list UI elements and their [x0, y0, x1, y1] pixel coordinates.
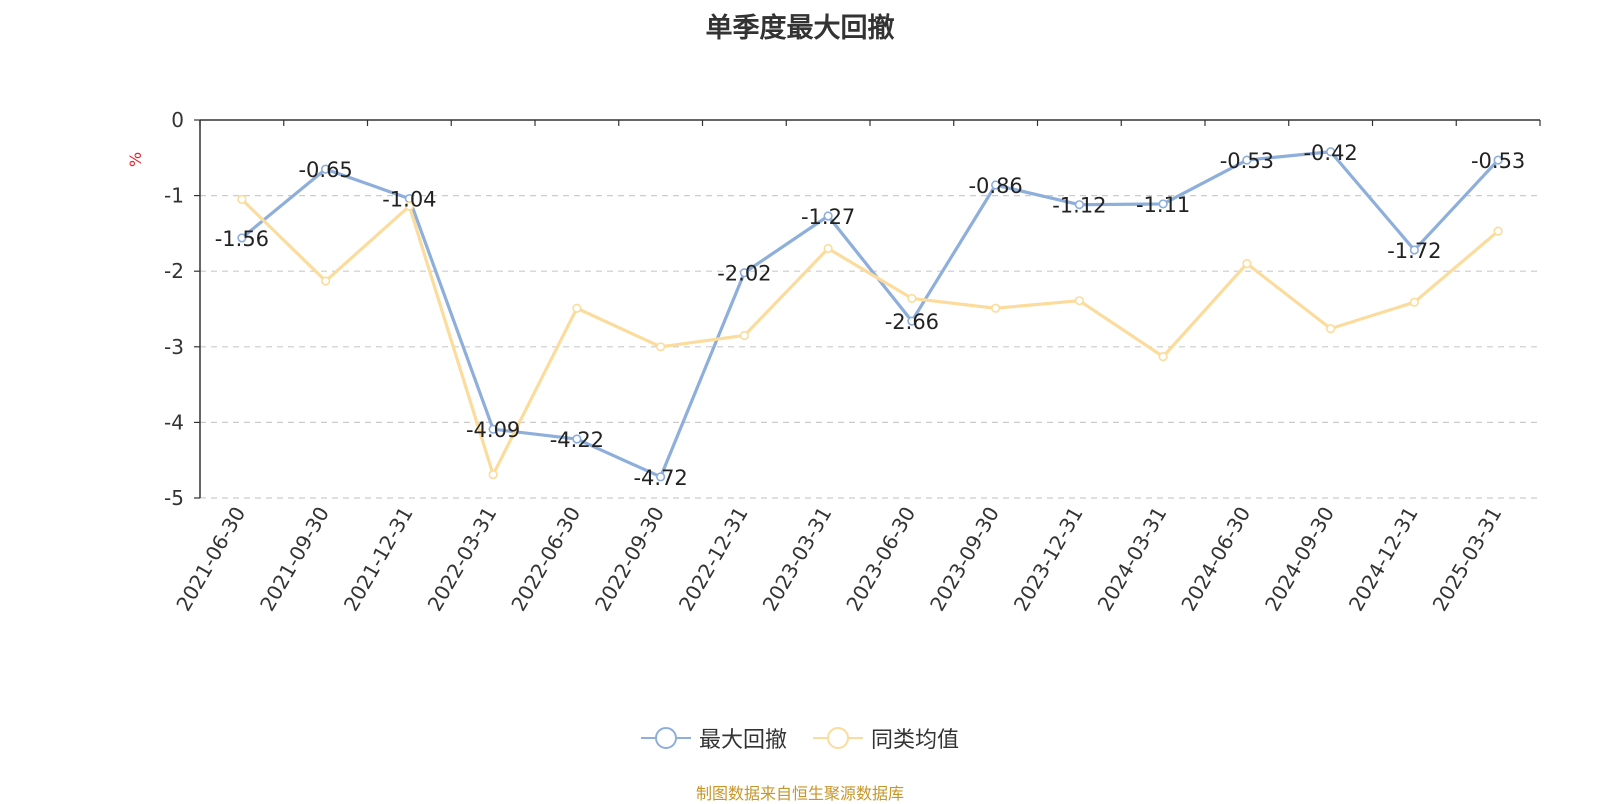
series-2-point — [656, 342, 666, 352]
series-2-point — [1493, 226, 1503, 236]
legend-item-max-drawdown[interactable]: 最大回撤 — [640, 722, 787, 754]
x-tick-label: 2022-06-30 — [506, 503, 585, 616]
legend-marker-icon — [813, 727, 863, 749]
x-tick-label: 2021-12-31 — [339, 503, 418, 616]
series-1-point — [1158, 199, 1168, 209]
data-label: -0.86 — [968, 174, 1022, 198]
series-1-point — [321, 164, 331, 174]
y-tick-label: -4 — [164, 410, 184, 434]
series-2-point — [991, 303, 1001, 313]
y-tick-label: 0 — [171, 108, 184, 132]
series-1-point — [1409, 245, 1419, 255]
data-label: -0.53 — [1471, 149, 1525, 173]
legend-item-peer-average[interactable]: 同类均值 — [813, 722, 959, 754]
y-tick-label: -3 — [164, 335, 184, 359]
series-1-point — [1493, 155, 1503, 165]
x-tick-label: 2024-09-30 — [1260, 503, 1339, 616]
data-label: -4.22 — [550, 428, 604, 452]
data-label: -2.66 — [885, 310, 939, 334]
x-tick-label: 2024-03-31 — [1093, 503, 1172, 616]
y-tick-label: -5 — [164, 486, 184, 510]
x-tick-label: 2022-12-31 — [674, 503, 753, 616]
x-tick-label: 2023-03-31 — [758, 503, 837, 616]
data-label: -1.11 — [1136, 193, 1190, 217]
x-tick-label: 2023-09-30 — [925, 503, 1004, 616]
x-tick-label: 2022-03-31 — [423, 503, 502, 616]
y-tick-label: -1 — [164, 184, 184, 208]
series-1-point — [1242, 155, 1252, 165]
series-2-point — [1409, 297, 1419, 307]
legend-label: 最大回撤 — [698, 728, 787, 753]
data-label: -1.27 — [801, 205, 855, 229]
data-label: -1.12 — [1052, 194, 1106, 218]
source-footnote: 制图数据来自恒生聚源数据库 — [695, 784, 904, 803]
data-label: -0.53 — [1220, 149, 1274, 173]
series-1-point — [1074, 200, 1084, 210]
series-2-point — [1242, 259, 1252, 269]
series-2-point — [572, 303, 582, 313]
series-2-point — [321, 276, 331, 286]
series-1-point — [907, 316, 917, 326]
chart-title: 单季度最大回撤 — [705, 13, 895, 44]
data-label: -4.09 — [466, 418, 520, 442]
series-1-point — [823, 211, 833, 221]
data-label: -2.02 — [717, 262, 771, 286]
data-label: -1.04 — [382, 188, 436, 212]
series-1-point — [739, 268, 749, 278]
data-label: -0.65 — [298, 158, 352, 182]
data-label: -1.72 — [1387, 239, 1441, 263]
series-2-point — [404, 201, 414, 211]
data-label: -0.42 — [1303, 141, 1357, 165]
x-tick-label: 2021-06-30 — [171, 503, 250, 616]
series-2-point — [823, 243, 833, 254]
y-tick-label: -2 — [164, 259, 184, 283]
series-2-point — [1326, 324, 1336, 334]
series-2-point — [907, 293, 917, 304]
series-1-point — [488, 424, 498, 434]
legend-marker-icon — [640, 727, 691, 749]
x-tick-label: 2023-12-31 — [1009, 503, 1088, 616]
series-1-point — [656, 472, 666, 482]
x-tick-label: 2022-09-30 — [590, 503, 669, 616]
x-tick-label: 2024-06-30 — [1176, 503, 1255, 616]
series-2-point — [237, 194, 247, 204]
x-tick-label: 2024-12-31 — [1344, 503, 1423, 616]
series-2-point — [1074, 296, 1084, 306]
series-2-point — [488, 469, 498, 480]
series-1-point — [572, 434, 582, 444]
x-tick-label: 2021-09-30 — [255, 503, 334, 616]
series-1-point — [1326, 147, 1336, 157]
legend-label: 同类均值 — [871, 728, 960, 753]
data-label: -4.72 — [633, 466, 687, 490]
series-line-1 — [240, 150, 1500, 479]
x-tick-label: 2023-06-30 — [841, 503, 920, 616]
series-2-point — [1158, 352, 1168, 362]
series-1-point — [237, 233, 247, 243]
data-label: -1.56 — [215, 227, 269, 251]
x-tick-label: 2025-03-31 — [1428, 503, 1507, 616]
legend: 最大回撤 同类均值 — [0, 722, 1600, 754]
series-2-point — [739, 330, 749, 341]
series-1-point — [991, 180, 1001, 190]
series-line-2 — [240, 198, 1500, 477]
